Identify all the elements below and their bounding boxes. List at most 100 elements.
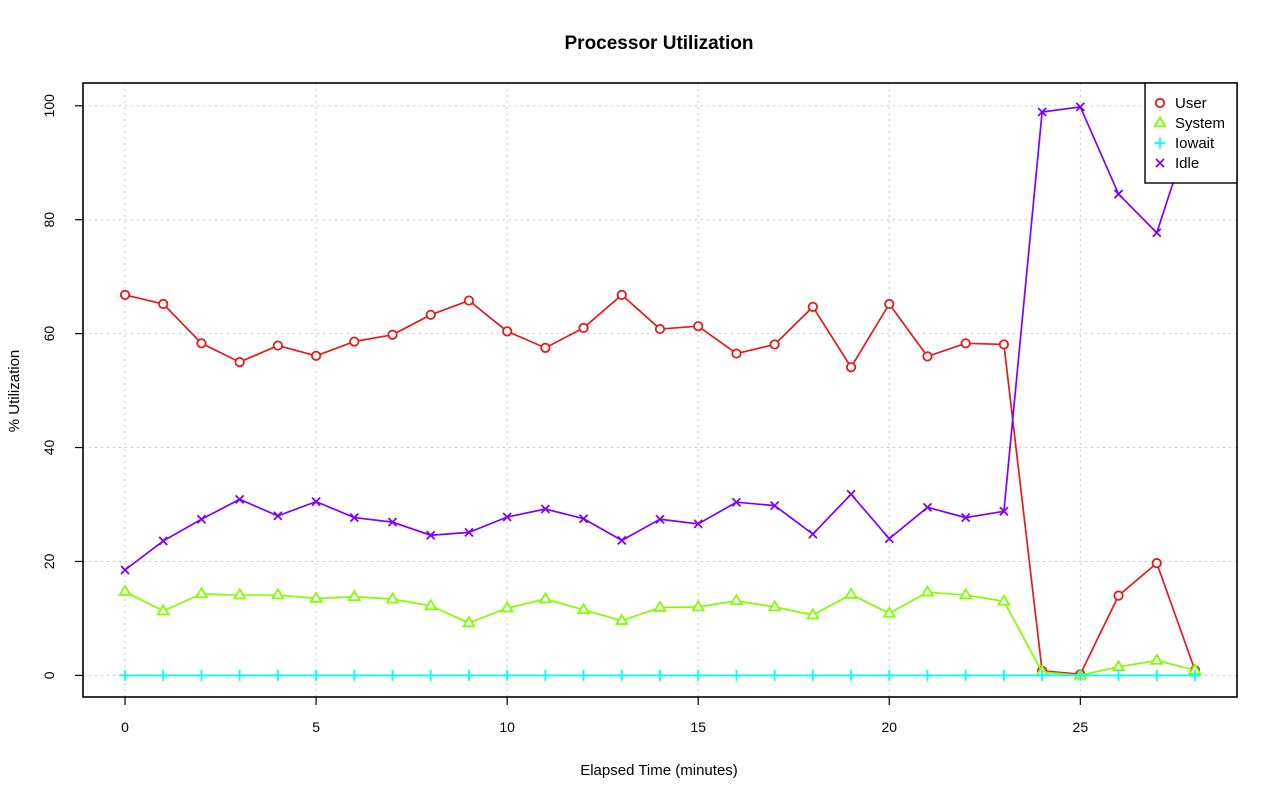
data-point-user <box>1113 590 1124 601</box>
data-point-system <box>538 591 553 604</box>
x-tick-label: 25 <box>1073 719 1089 735</box>
x-tick-label: 0 <box>121 719 129 735</box>
legend: User System Iowait Idle <box>1144 82 1238 184</box>
data-point-system <box>1149 653 1164 665</box>
x-tick-label: 10 <box>499 719 515 735</box>
data-point-idle <box>158 536 168 546</box>
series-line-idle <box>124 105 1196 571</box>
data-point-system <box>232 587 247 600</box>
data-point-iowait <box>195 669 207 681</box>
data-point-user <box>769 339 780 350</box>
plot-frame <box>82 82 1238 698</box>
data-point-iowait <box>921 669 933 681</box>
data-point-system <box>653 600 667 612</box>
data-point-iowait <box>883 669 895 681</box>
y-tick-label: 20 <box>41 553 57 569</box>
data-point-iowait <box>1074 669 1086 681</box>
data-point-iowait <box>234 669 246 681</box>
y-axis: 0 20 40 60 80 100 <box>41 94 83 679</box>
data-point-user <box>272 340 283 351</box>
data-point-system <box>385 591 400 604</box>
data-point-idle <box>235 494 245 504</box>
data-point-iowait <box>616 669 628 681</box>
data-point-iowait <box>730 669 742 681</box>
data-point-user <box>196 338 207 349</box>
data-point-iowait <box>960 669 972 681</box>
chart-title: Processor Utilization <box>565 33 754 54</box>
data-point-user <box>349 336 360 347</box>
data-point-idle <box>311 496 321 507</box>
y-tick-label: 60 <box>41 326 57 342</box>
legend-marker-iowait <box>1154 137 1166 149</box>
data-point-idle <box>426 530 436 540</box>
legend-marker-user <box>1154 97 1166 109</box>
data-point-iowait <box>998 669 1010 681</box>
series-group <box>118 102 1202 681</box>
data-point-system <box>844 587 858 599</box>
data-point-iowait <box>157 669 169 681</box>
series-user <box>119 289 1201 680</box>
y-tick-label: 80 <box>41 212 57 228</box>
data-point-idle <box>120 565 130 575</box>
data-point-user <box>463 295 475 306</box>
data-point-system <box>309 591 323 603</box>
data-point-system <box>920 584 935 597</box>
data-point-system <box>805 607 820 620</box>
data-point-user <box>845 362 857 373</box>
data-point-user <box>119 289 131 300</box>
legend-marker-idle <box>1155 158 1165 168</box>
data-point-idle <box>961 512 971 523</box>
data-point-user <box>425 309 436 320</box>
y-tick-label: 0 <box>41 671 57 679</box>
data-point-user <box>310 350 322 361</box>
data-point-system <box>576 602 591 615</box>
legend-label: Idle <box>1175 155 1199 172</box>
data-point-idle <box>273 511 283 521</box>
data-point-iowait <box>119 669 131 681</box>
data-point-idle <box>578 514 589 524</box>
data-point-idle <box>1152 228 1162 238</box>
x-tick-label: 15 <box>690 719 706 735</box>
data-point-idle <box>922 502 933 512</box>
data-point-user <box>616 289 627 300</box>
data-point-iowait <box>1036 669 1048 681</box>
data-point-idle <box>1113 189 1124 199</box>
data-point-user <box>807 301 818 312</box>
data-point-system <box>194 586 209 599</box>
data-point-iowait <box>501 669 513 681</box>
data-point-idle <box>846 489 856 499</box>
data-point-iowait <box>769 669 781 681</box>
data-point-system <box>691 599 706 612</box>
data-point-system <box>614 613 629 625</box>
data-point-iowait <box>272 669 284 681</box>
legend-label: System <box>1175 115 1225 132</box>
data-point-idle <box>349 512 359 523</box>
data-point-user <box>884 298 895 310</box>
data-point-iowait <box>387 669 399 681</box>
legend-label: Iowait <box>1175 135 1215 152</box>
data-point-system <box>997 593 1011 606</box>
data-point-user <box>922 351 933 362</box>
data-point-iowait <box>348 669 360 681</box>
legend-item-system: System <box>1153 115 1225 132</box>
legend-marker-system <box>1153 115 1167 128</box>
data-point-iowait <box>692 669 704 681</box>
x-axis-label: Elapsed Time (minutes) <box>580 762 738 779</box>
legend-item-idle: Idle <box>1155 155 1199 172</box>
data-point-user <box>234 356 245 368</box>
data-point-user <box>540 342 551 353</box>
data-point-iowait <box>1113 669 1125 681</box>
data-point-system <box>767 599 782 612</box>
data-point-system <box>958 587 973 600</box>
data-point-system <box>462 615 476 628</box>
data-point-system <box>423 598 438 611</box>
data-point-user <box>502 326 513 337</box>
y-axis-label: % Utilization <box>6 350 23 433</box>
data-point-user <box>998 339 1010 350</box>
data-point-idle <box>540 504 551 514</box>
data-point-idle <box>731 497 742 507</box>
data-point-iowait <box>425 669 437 681</box>
legend-item-user: User <box>1154 95 1207 112</box>
data-point-user <box>578 322 589 334</box>
